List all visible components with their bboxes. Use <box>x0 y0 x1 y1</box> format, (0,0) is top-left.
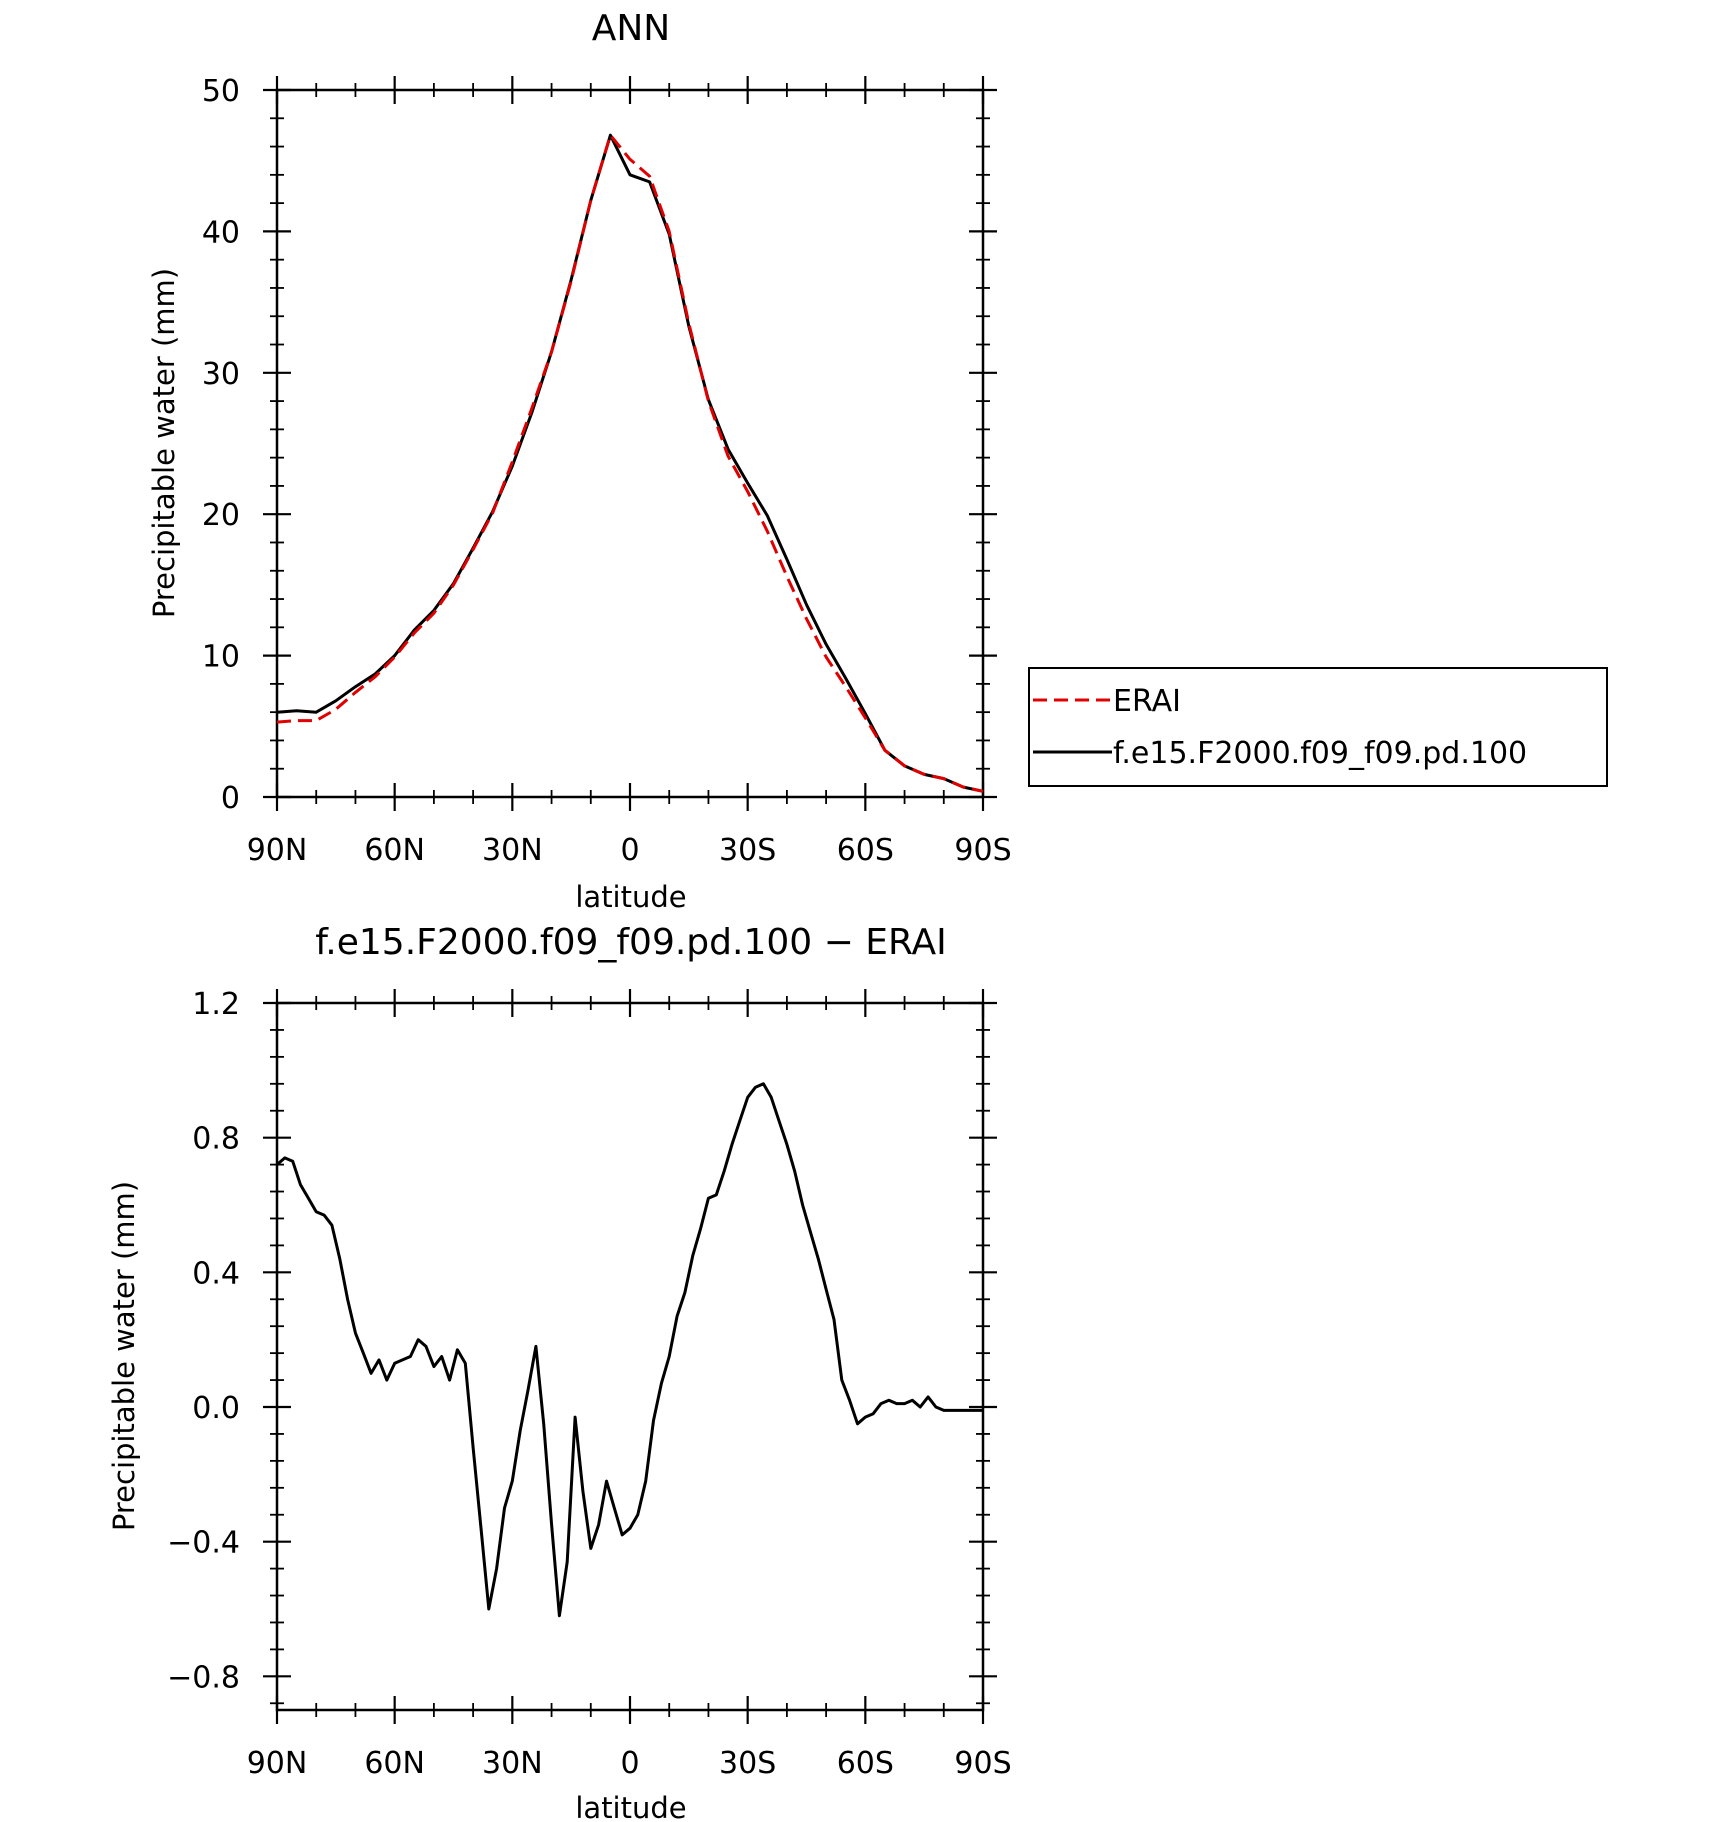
legend-label-erai: ERAI <box>1113 684 1181 719</box>
top-series <box>276 133 984 793</box>
y-tick-label: 50 <box>202 74 240 109</box>
x-tick-label: 0 <box>620 833 639 868</box>
bottom-plot-frame <box>275 1001 985 1712</box>
legend: ERAI f.e15.F2000.f09_f09.pd.100 <box>1028 667 1608 787</box>
bottom-y-tick-labels: 1.2 0.8 0.4 0.0 −0.4 −0.8 <box>167 987 240 1695</box>
bottom-series <box>276 1082 983 1618</box>
x-tick-label: 60N <box>364 833 425 868</box>
top-y-tick-labels: 0 10 20 30 40 50 <box>202 74 240 816</box>
y-tick-label: 0.8 <box>192 1122 240 1157</box>
top-y-axis-label: Precipitable water (mm) <box>147 268 181 618</box>
y-tick-label: 30 <box>202 357 240 392</box>
x-tick-label: 0 <box>620 1746 639 1781</box>
series-line-erai <box>276 133 984 793</box>
x-tick-label: 90N <box>247 1746 308 1781</box>
x-tick-label: 90S <box>954 833 1011 868</box>
y-tick-label: 10 <box>202 640 240 675</box>
bottom-x-tick-labels: 90N 60N 30N 0 30S 60S 90S <box>247 1746 1012 1781</box>
x-tick-label: 90S <box>954 1746 1011 1781</box>
x-tick-label: 30S <box>719 833 776 868</box>
x-tick-label: 90N <box>247 833 308 868</box>
y-tick-label: −0.8 <box>167 1660 240 1695</box>
legend-label-model: f.e15.F2000.f09_f09.pd.100 <box>1113 736 1527 771</box>
x-tick-label: 30S <box>719 1746 776 1781</box>
y-tick-label: 0 <box>221 781 240 816</box>
y-tick-label: 20 <box>202 498 240 533</box>
top-plot-frame <box>275 88 985 799</box>
y-tick-label: 0.4 <box>192 1256 240 1291</box>
top-ticks <box>263 76 997 811</box>
top-chart-title: ANN <box>592 8 671 49</box>
x-tick-label: 30N <box>482 833 543 868</box>
bottom-chart-title: f.e15.F2000.f09_f09.pd.100 − ERAI <box>315 922 947 963</box>
y-tick-label: −0.4 <box>167 1526 240 1561</box>
x-tick-label: 60S <box>837 833 894 868</box>
series-line-model <box>276 133 984 793</box>
x-tick-label: 60S <box>837 1746 894 1781</box>
top-x-tick-labels: 90N 60N 30N 0 30S 60S 90S <box>247 833 1012 868</box>
bottom-panel: f.e15.F2000.f09_f09.pd.100 − ERAI 90N 60N… <box>107 922 1012 1822</box>
bottom-y-axis-label: Precipitable water (mm) <box>107 1181 141 1531</box>
y-tick-label: 1.2 <box>192 987 240 1022</box>
legend-box <box>1028 667 1608 787</box>
y-tick-label: 40 <box>202 215 240 250</box>
x-tick-label: 60N <box>364 1746 425 1781</box>
series-line-model <box>276 1082 983 1618</box>
x-tick-label: 30N <box>482 1746 543 1781</box>
top-panel: ANN 90N 60N 30N 0 30S 60S 90S 0 10 20 30 40 50 lati… <box>147 8 1608 914</box>
top-x-axis-label: latitude <box>575 880 686 914</box>
bottom-x-axis-label: latitude <box>575 1791 686 1822</box>
y-tick-label: 0.0 <box>192 1391 240 1426</box>
bottom-ticks <box>263 989 997 1724</box>
